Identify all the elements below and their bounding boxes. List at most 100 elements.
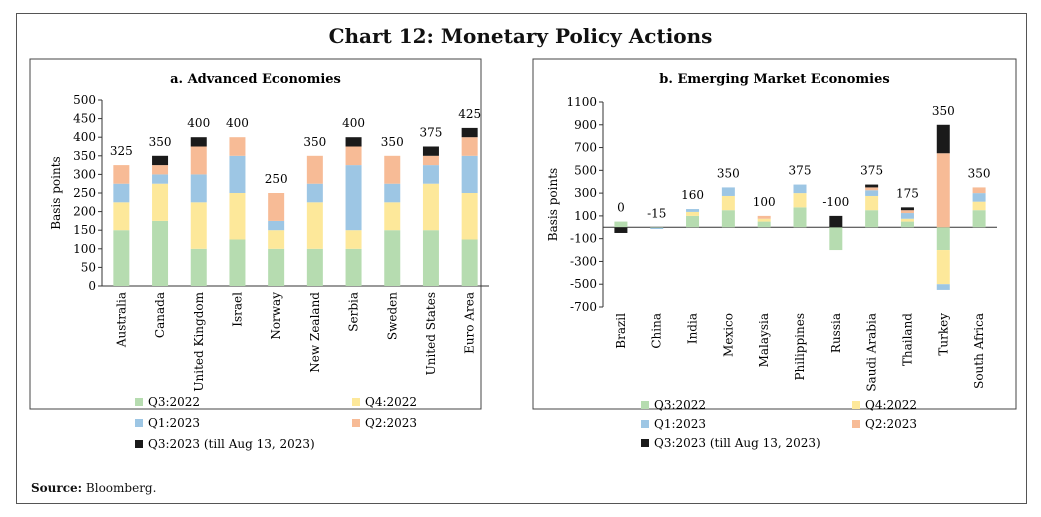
bar-canada-q3-2023-till-aug-13-2023 <box>152 155 169 166</box>
panel-border <box>532 58 1017 410</box>
legend-label-q1-2023: Q1:2023 <box>148 416 200 430</box>
bar-serbia-q2-2023 <box>345 146 362 166</box>
bar-turkey-q4-2022 <box>936 250 950 285</box>
total-label-new-zealand: 350 <box>303 135 326 149</box>
bar-australia-q3-2022 <box>113 230 130 286</box>
y-tick-label: -700 <box>570 300 597 314</box>
bar-south-africa-q1-2023 <box>972 193 986 202</box>
y-tick-label: 1100 <box>566 95 597 109</box>
legend-label-q3-2023-till-aug-13-2023: Q3:2023 (till Aug 13, 2023) <box>148 437 315 451</box>
legend-swatch-q3-2023-till-aug-13-2023 <box>135 440 143 448</box>
bar-philippines-q3-2022 <box>793 207 807 228</box>
legend-label-q4-2022: Q4:2022 <box>865 398 917 412</box>
bar-sweden-q4-2022 <box>384 202 401 231</box>
bar-india-q1-2023 <box>686 209 700 212</box>
bar-philippines-q4-2022 <box>793 193 807 208</box>
bar-saudi-arabia-q1-2023 <box>865 190 879 196</box>
bar-canada-q3-2022 <box>152 220 169 286</box>
bar-india-q4-2022 <box>686 211 700 216</box>
bar-saudi-arabia-q4-2022 <box>865 195 879 211</box>
y-tick-label: 100 <box>73 242 96 256</box>
legend-swatch-q2-2023 <box>852 420 860 428</box>
legend-label-q4-2022: Q4:2022 <box>365 395 417 409</box>
bar-israel-q4-2022 <box>229 193 246 240</box>
bar-euro-area-q4-2022 <box>461 193 478 240</box>
legend-swatch-q1-2023 <box>135 419 143 427</box>
y-tick-label: 500 <box>73 93 96 107</box>
x-tick-label-philippines: Philippines <box>793 313 807 381</box>
bar-serbia-q3-2022 <box>345 248 362 286</box>
bar-new-zealand-q1-2023 <box>306 183 323 203</box>
bar-euro-area-q2-2023 <box>461 137 478 156</box>
bar-united-kingdom-q3-2023-till-aug-13-2023 <box>190 137 207 147</box>
bar-thailand-q3-2022 <box>900 221 914 228</box>
y-tick-label: 350 <box>73 149 96 163</box>
bar-mexico-q3-2022 <box>721 210 735 228</box>
panel-title: b. Emerging Market Economies <box>659 72 889 87</box>
legend-swatch-q3-2022 <box>135 398 143 406</box>
total-label-philippines: 375 <box>789 164 812 178</box>
y-tick-label: 400 <box>73 130 96 144</box>
bar-saudi-arabia-q2-2023 <box>865 187 879 191</box>
bar-new-zealand-q4-2022 <box>306 202 323 249</box>
bar-sweden-q3-2022 <box>384 230 401 286</box>
bar-mexico-q4-2022 <box>721 195 735 211</box>
bar-united-states-q1-2023 <box>422 165 439 184</box>
bar-brazil-q3-2023-till-aug-13-2023 <box>614 227 628 233</box>
panel-border <box>29 58 482 410</box>
bar-norway-q4-2022 <box>268 230 285 249</box>
x-tick-label-united-states: United States <box>424 292 438 375</box>
bar-united-states-q4-2022 <box>422 183 439 231</box>
total-label-thailand: 175 <box>896 186 919 200</box>
bar-australia-q1-2023 <box>113 183 130 203</box>
legend-swatch-q2-2023 <box>352 419 360 427</box>
x-tick-label-turkey: Turkey <box>936 313 950 356</box>
y-tick-label: 0 <box>88 279 96 293</box>
bar-serbia-q1-2023 <box>345 165 362 231</box>
x-tick-label-india: India <box>686 313 700 344</box>
bar-norway-q1-2023 <box>268 220 285 231</box>
legend-label-q3-2022: Q3:2022 <box>148 395 200 409</box>
total-label-norway: 250 <box>265 172 288 186</box>
total-label-sweden: 350 <box>381 135 404 149</box>
total-label-mexico: 350 <box>717 166 740 180</box>
y-tick-label: -500 <box>570 277 597 291</box>
y-tick-label: 250 <box>73 186 96 200</box>
x-tick-label-israel: Israel <box>230 292 244 327</box>
y-axis-label: Basis points <box>546 168 560 241</box>
bar-euro-area-q3-2023-till-aug-13-2023 <box>461 127 478 138</box>
bar-norway-q2-2023 <box>268 193 285 221</box>
x-tick-label-mexico: Mexico <box>721 313 735 357</box>
bar-saudi-arabia-q3-2022 <box>865 210 879 228</box>
bar-india-q3-2022 <box>686 215 700 228</box>
bar-united-states-q3-2022 <box>422 230 439 286</box>
x-tick-label-thailand: Thailand <box>900 313 914 366</box>
panel-title: a. Advanced Economies <box>170 72 341 87</box>
total-label-south-africa: 350 <box>968 166 991 180</box>
total-label-israel: 400 <box>226 116 249 130</box>
y-tick-label: 450 <box>73 112 96 126</box>
x-tick-label-new-zealand: New Zealand <box>308 292 322 373</box>
bar-serbia-q4-2022 <box>345 230 362 249</box>
bar-united-kingdom-q2-2023 <box>190 146 207 175</box>
bar-new-zealand-q3-2022 <box>306 248 323 286</box>
total-label-united-states: 375 <box>419 126 442 140</box>
x-tick-label-united-kingdom: United Kingdom <box>192 291 206 391</box>
bar-malaysia-q3-2022 <box>757 221 771 228</box>
bar-sweden-q1-2023 <box>384 183 401 203</box>
bar-united-states-q3-2023-till-aug-13-2023 <box>422 146 439 156</box>
y-tick-label: 100 <box>574 209 597 223</box>
y-tick-label: 700 <box>574 141 597 155</box>
bar-israel-q3-2022 <box>229 239 246 286</box>
bar-canada-q4-2022 <box>152 183 169 221</box>
bar-china-q1-2023 <box>650 227 664 229</box>
legend-swatch-q1-2023 <box>641 420 649 428</box>
bar-united-states-q2-2023 <box>422 155 439 166</box>
bar-turkey-q2-2023 <box>936 153 950 228</box>
total-label-turkey: 350 <box>932 104 955 118</box>
total-label-brazil: 0 <box>617 201 625 215</box>
legend-label-q3-2023-till-aug-13-2023: Q3:2023 (till Aug 13, 2023) <box>654 436 821 450</box>
legend-swatch-q4-2022 <box>852 401 860 409</box>
bar-australia-q2-2023 <box>113 165 130 184</box>
